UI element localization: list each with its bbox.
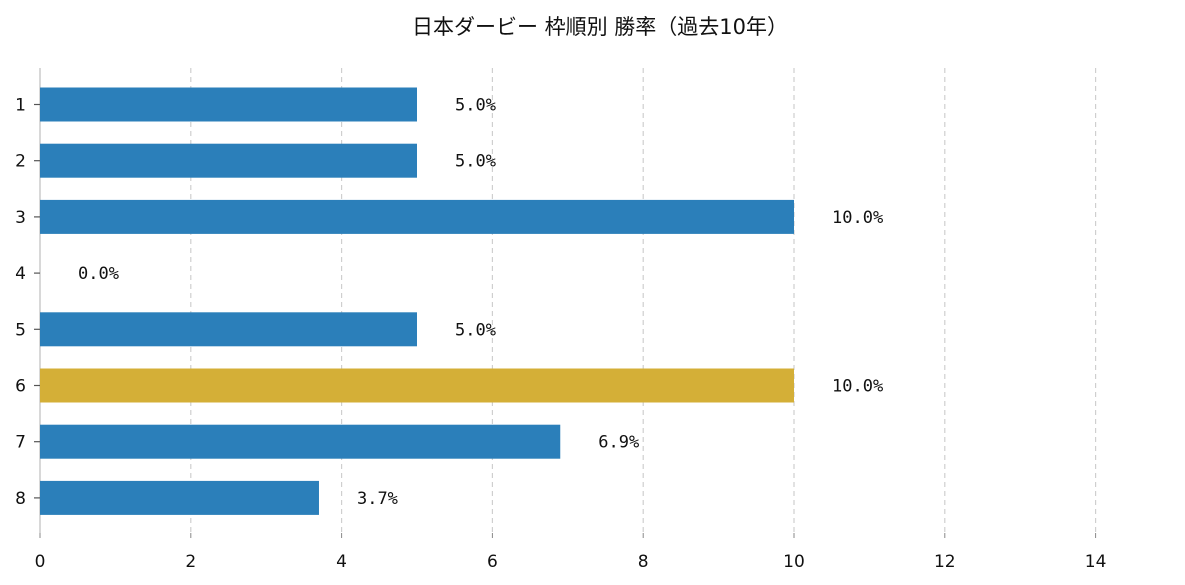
x-tick-label: 12	[934, 552, 956, 572]
y-tick-label: 2	[15, 152, 26, 172]
x-tick-label: 4	[336, 552, 347, 572]
y-tick-label: 3	[15, 208, 26, 228]
y-tick-label: 5	[15, 320, 26, 340]
y-tick-label: 4	[15, 264, 26, 284]
x-tick-label: 0	[35, 552, 46, 572]
bar-frame-1	[40, 87, 417, 122]
data-label: 5.0%	[455, 96, 496, 116]
gridlines	[190, 68, 1097, 533]
data-label: 10.0%	[832, 377, 883, 397]
x-tick-label: 8	[638, 552, 649, 572]
x-tick-label: 2	[185, 552, 196, 572]
x-tick-label: 6	[487, 552, 498, 572]
y-tick-label: 6	[15, 377, 26, 397]
bars	[40, 87, 794, 515]
y-tick-label: 1	[15, 96, 26, 116]
bar-frame-2	[40, 143, 417, 178]
data-label: 10.0%	[832, 208, 883, 228]
data-label: 5.0%	[455, 320, 496, 340]
bar-frame-7	[40, 424, 561, 459]
chart-title: 日本ダービー 枠順別 勝率（過去10年）	[412, 15, 788, 39]
y-tick-label: 8	[15, 489, 26, 509]
data-label: 0.0%	[78, 264, 119, 284]
data-label: 6.9%	[598, 433, 639, 453]
bar-frame-3	[40, 199, 794, 234]
x-tick-label: 14	[1085, 552, 1107, 572]
bar-frame-5	[40, 312, 417, 347]
x-tick-label: 10	[783, 552, 805, 572]
y-tick-label: 7	[15, 433, 26, 453]
bar-frame-6	[40, 368, 794, 403]
data-labels: 5.0% 5.0% 10.0% 0.0% 5.0% 10.0% 6.9% 3.7%	[78, 96, 883, 509]
data-label: 5.0%	[455, 152, 496, 172]
data-label: 3.7%	[357, 489, 398, 509]
bar-frame-8	[40, 480, 319, 515]
